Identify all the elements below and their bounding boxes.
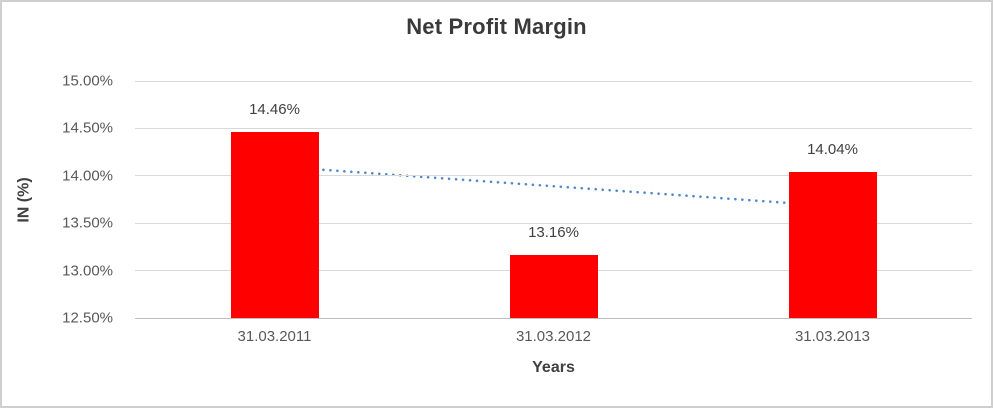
gridline bbox=[135, 317, 972, 319]
plot-area: 14.46% 13.16% 14.04% bbox=[135, 80, 972, 319]
bar-31.03.2013 bbox=[788, 172, 877, 318]
y-tick-label: 13.00% bbox=[62, 262, 113, 280]
y-tick-label: 13.50% bbox=[62, 214, 113, 232]
gridline bbox=[135, 175, 972, 177]
y-tick-label: 15.00% bbox=[62, 72, 113, 90]
gridline bbox=[135, 80, 972, 82]
bar-31.03.2011 bbox=[230, 132, 319, 318]
y-tick-label: 12.50% bbox=[62, 309, 113, 327]
data-label: 13.16% bbox=[528, 224, 579, 242]
x-tick-label: 31.03.2011 bbox=[237, 328, 312, 345]
y-tick-label: 14.50% bbox=[62, 119, 113, 137]
chart-title: Net Profit Margin bbox=[406, 14, 587, 39]
y-axis-title: IN (%) bbox=[15, 176, 33, 223]
x-axis-title: Years bbox=[532, 359, 575, 376]
y-tick-label: 14.00% bbox=[62, 167, 113, 185]
y-axis-title-box: IN (%) bbox=[2, 81, 48, 318]
bar-31.03.2012 bbox=[509, 255, 598, 318]
data-label: 14.46% bbox=[249, 101, 300, 119]
gridline bbox=[135, 222, 972, 224]
trendline bbox=[273, 165, 834, 208]
x-tick-label: 31.03.2012 bbox=[515, 328, 592, 345]
gridline bbox=[135, 127, 972, 129]
x-tick-label: 31.03.2013 bbox=[794, 328, 871, 345]
data-label: 14.04% bbox=[807, 141, 858, 158]
